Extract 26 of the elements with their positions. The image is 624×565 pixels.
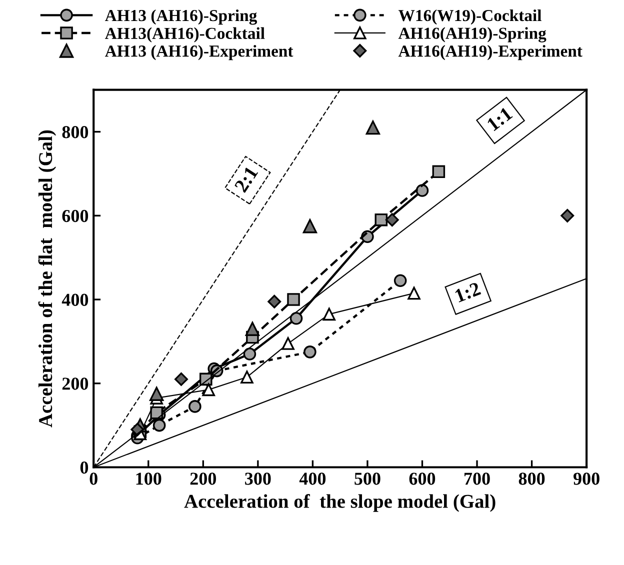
x-tick-label: 200 — [190, 472, 216, 485]
annotation: 1:2 — [454, 282, 482, 303]
x-tick-label: 100 — [136, 472, 162, 485]
annotation: 2:1 — [234, 166, 258, 194]
legend-label: AH16(AH19)-Spring — [398, 27, 546, 42]
legend-label: W16(W19)-Cocktail — [398, 9, 542, 25]
y-tick-label: 400 — [62, 294, 88, 306]
x-tick-label: 700 — [464, 472, 490, 485]
legend-label: AH16(AH19)-Experiment — [398, 45, 582, 60]
x-axis-title: Acceleration of the slope model (Gal) — [184, 494, 496, 512]
y-tick-label: 200 — [62, 378, 88, 390]
legend-label: AH13(AH16)-Cocktail — [105, 27, 265, 42]
legend-label: AH13 (AH16)-Experiment — [105, 45, 294, 60]
y-tick-label: 0 — [80, 462, 88, 474]
legend-label: AH13 (AH16)-Spring — [105, 9, 258, 25]
x-tick-label: 300 — [245, 472, 271, 485]
x-tick-label: 400 — [299, 472, 326, 485]
x-tick-label: 0 — [90, 472, 98, 485]
x-tick-label: 500 — [354, 472, 380, 485]
annotation: 1:1 — [486, 106, 514, 132]
y-tick-label: 800 — [62, 126, 88, 138]
x-tick-label: 600 — [409, 472, 436, 485]
x-tick-label: 900 — [574, 472, 600, 485]
x-tick-label: 800 — [518, 472, 545, 485]
y-tick-label: 600 — [62, 210, 88, 222]
y-axis-title: Acceleration of the flat model (Gal) — [38, 130, 56, 428]
